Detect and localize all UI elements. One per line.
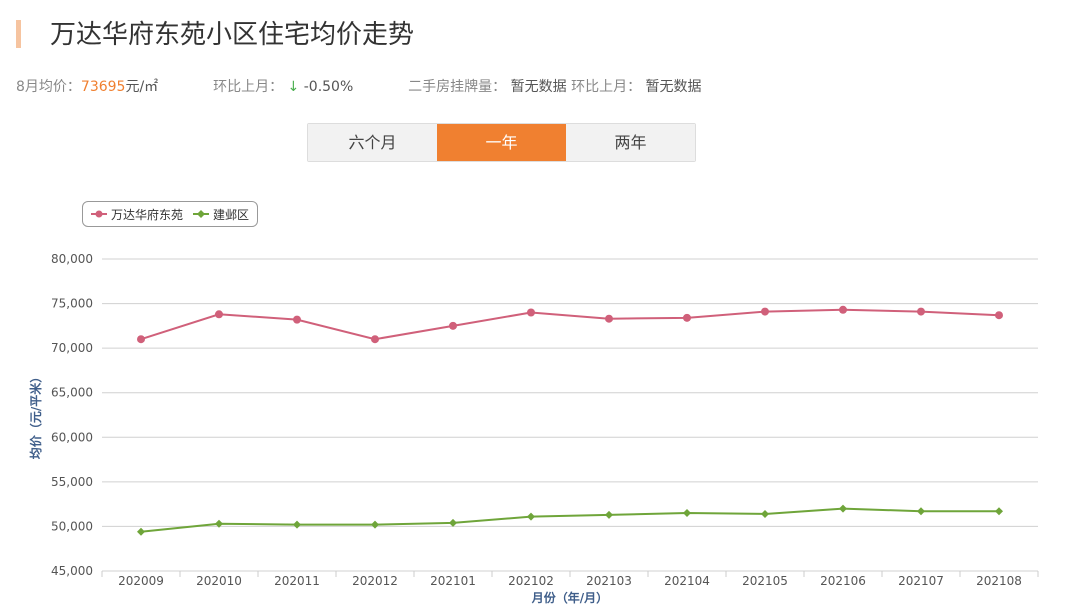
legend-item-complex[interactable]: 万达华府东苑 [91,206,183,223]
chart-legend: 万达华府东苑 建邺区 [82,201,259,227]
data-point [995,507,1003,516]
data-point [215,519,223,528]
page-title: 万达华府东苑小区住宅均价走势 [50,20,415,50]
legend-marker-circle-icon [91,210,107,218]
data-point [605,314,613,323]
y-tick-label: 75,000 [51,297,93,311]
x-axis-label: 月份（年/月） [531,590,608,604]
x-tick-label: 202108 [976,574,1022,588]
y-tick-label: 70,000 [51,341,93,355]
legend-label: 万达华府东苑 [111,207,184,222]
avg-unit: 元/㎡ [125,79,159,95]
legend-label: 建邺区 [213,207,250,222]
avg-label: 8月均价： [16,79,81,95]
x-tick-label: 202011 [274,574,320,588]
x-tick-label: 202106 [820,574,866,588]
data-point [683,509,691,518]
x-tick-label: 202009 [118,574,164,588]
data-point [371,520,379,529]
legend-marker-diamond-icon [193,210,210,218]
tab-one-year[interactable]: 一年 [437,124,566,161]
data-point [761,307,769,316]
y-tick-label: 55,000 [51,475,93,489]
series-line-0 [140,308,1000,341]
data-point [137,527,145,536]
period-tabs: 六个月 一年 两年 [307,123,696,162]
data-point [527,512,535,521]
data-point [527,308,535,317]
listing-mom-label: 环比上月： [571,79,642,95]
x-tick-label: 202102 [508,574,554,588]
avg-value: 73695 [80,79,126,95]
data-point [761,509,769,518]
x-tick-label: 202104 [664,574,710,588]
down-arrow-icon: ↓ [287,79,300,95]
data-point [449,321,457,330]
mom-label: 环比上月： [213,79,284,95]
listing-value: 暂无数据 [510,79,567,95]
data-point [215,310,223,319]
data-point [293,520,301,529]
mom-value: -0.50% [303,79,354,95]
x-tick-label: 202012 [352,574,398,588]
x-tick-label: 202105 [742,574,788,588]
series-line-1 [140,507,999,533]
data-point [917,307,925,316]
y-tick-label: 60,000 [51,430,93,444]
listing-label: 二手房挂牌量： [408,79,507,95]
x-tick-label: 202103 [586,574,632,588]
stats-row: 8月均价：73695元/㎡ 环比上月： ↓ -0.50% 二手房挂牌量： 暂无数… [16,76,702,96]
data-point [995,311,1003,320]
data-point [683,313,691,322]
legend-item-district[interactable]: 建邺区 [193,206,249,223]
data-point [293,315,301,324]
tab-six-months[interactable]: 六个月 [308,124,437,161]
data-point [137,335,145,344]
listing-mom-value: 暂无数据 [645,79,702,95]
data-point [605,510,613,519]
y-tick-label: 80,000 [51,252,93,266]
x-tick-label: 202101 [430,574,476,588]
x-tick-label: 202010 [196,574,242,588]
y-axis-label: 均价（元/平米） [28,371,43,459]
data-point [449,518,457,527]
y-tick-label: 45,000 [51,564,93,578]
x-tick-label: 202107 [898,574,944,588]
data-point [839,305,847,314]
tab-two-years[interactable]: 两年 [566,124,695,161]
title-accent [16,20,21,48]
data-point [917,507,925,516]
y-tick-label: 65,000 [51,386,93,400]
y-tick-label: 50,000 [51,519,93,533]
data-point [839,504,847,513]
data-point [371,335,379,344]
